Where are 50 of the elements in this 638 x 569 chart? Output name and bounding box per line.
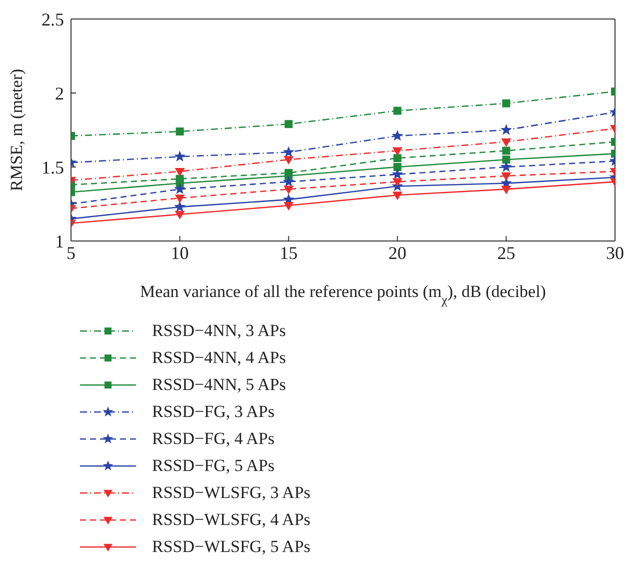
point: [392, 192, 402, 200]
legend-label: RSSD−FG, 4 APs: [152, 428, 275, 448]
point: [282, 146, 294, 158]
point: [284, 120, 293, 128]
x-tick-label: 10: [170, 242, 189, 263]
point: [174, 150, 186, 162]
point: [500, 161, 512, 172]
point: [502, 146, 510, 155]
point: [174, 200, 186, 212]
point: [502, 156, 510, 164]
legend-label: RSSD−4NN, 4 APs: [152, 348, 286, 368]
legend-label: RSSD−4NN, 5 APs: [152, 374, 286, 394]
point: [284, 186, 294, 194]
legend-label: RSSD−4NN, 3 APs: [152, 320, 286, 340]
legend-label: RSSD−FG, 3 APs: [152, 402, 275, 422]
x-axis-title: Mean variance of all the reference points (m$_{χ}$), dB (decibel): [140, 282, 546, 307]
point: [284, 202, 294, 210]
legend-label: RSSD−WLSFG, 3 APs: [152, 482, 310, 502]
legend-label: RSSD−FG, 5 APs: [152, 456, 275, 476]
point: [174, 183, 186, 194]
point: [284, 156, 294, 165]
legend-label: RSSD−WLSFG, 4 APs: [152, 510, 310, 530]
x-tick-label: 30: [606, 242, 624, 263]
point: [502, 99, 510, 108]
x-tick-label: 5: [66, 242, 76, 263]
point: [393, 154, 402, 162]
x-tick-label: 25: [497, 242, 516, 263]
y-tick-label: 2: [55, 83, 64, 104]
point: [501, 138, 512, 147]
point: [500, 124, 512, 135]
point: [282, 176, 294, 187]
point: [393, 163, 402, 171]
y-axis-title: RMSE, m (meter): [7, 68, 26, 192]
point: [174, 194, 185, 204]
point: [392, 168, 404, 180]
x-tick-label: 15: [280, 242, 298, 263]
legend-label: RSSD−WLSFG, 5 APs: [152, 536, 310, 556]
point: [392, 147, 402, 156]
point: [174, 210, 185, 220]
point: [501, 186, 512, 194]
point: [392, 130, 404, 141]
y-tick-label: 2.5: [42, 9, 64, 30]
x-tick-label: 20: [388, 242, 406, 263]
point: [393, 106, 402, 115]
point: [501, 172, 512, 181]
point: [174, 168, 185, 176]
y-tick-label: 1.5: [42, 157, 64, 178]
y-tick-label: 1: [55, 231, 64, 252]
point: [392, 178, 402, 187]
point: [176, 127, 184, 136]
